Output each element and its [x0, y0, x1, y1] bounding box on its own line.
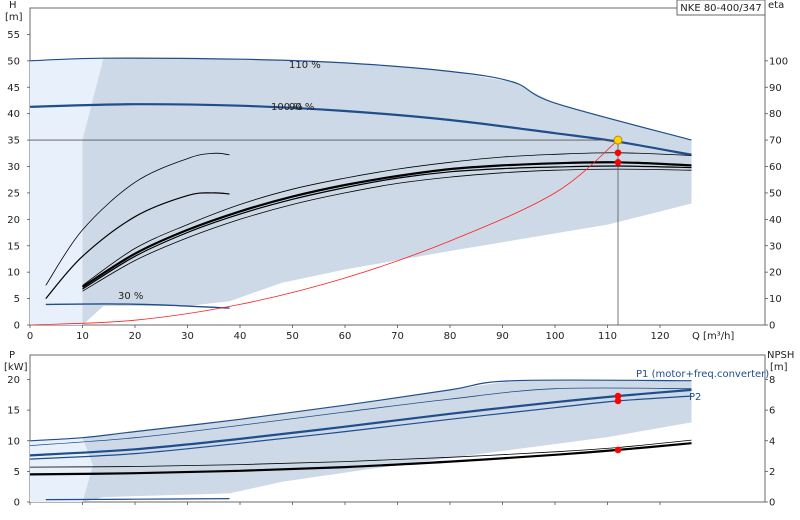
- head-series-line: [45, 303, 230, 309]
- label-p1: P1 (motor+freq.converter): [636, 369, 769, 380]
- x-tick-label: 90: [496, 331, 509, 342]
- head-xlabel: Q [m³/h]: [692, 331, 734, 342]
- eta-y-tick-label: 60: [769, 162, 782, 173]
- head-series-line: [82, 165, 692, 290]
- label-30-percent: 30 %: [118, 291, 143, 302]
- head-ylabel-right: eta: [768, 0, 784, 11]
- head-ylabel-line1: H: [9, 0, 17, 11]
- eta-y-tick-label: 20: [769, 268, 782, 279]
- head-series-line: [29, 57, 692, 141]
- power-y-tick-label: 10: [7, 436, 20, 447]
- power-operating-point: [614, 446, 622, 454]
- label-100-percent: 100 %: [271, 102, 303, 113]
- power-series-line: [29, 439, 692, 468]
- npsh-y-tick-label: 2: [769, 467, 775, 478]
- power-operating-point: [614, 392, 622, 400]
- power-ylabel-line2: [kW]: [4, 362, 28, 373]
- x-tick-label: 10: [76, 331, 89, 342]
- head-envelope-area: [30, 58, 692, 325]
- head-y-tick-label: 50: [7, 56, 20, 67]
- power-light-region: [30, 437, 93, 502]
- power-series-line: [45, 498, 230, 501]
- eta-y-tick-label: 50: [769, 188, 782, 199]
- npsh-y-tick-label: 0: [769, 498, 775, 509]
- head-operating-point: [614, 158, 622, 166]
- head-light-region: [30, 58, 104, 325]
- power-chart: 0 5 10 15 20 0 2 4 6 8: [7, 375, 775, 509]
- head-series-line: [45, 152, 230, 286]
- x-tick-label: 110: [598, 331, 617, 342]
- x-tick-label: 20: [129, 331, 142, 342]
- power-series-line: [29, 387, 692, 446]
- power-y-tick-label: 20: [7, 375, 20, 386]
- x-tick-label: 40: [234, 331, 247, 342]
- npsh-y-tick-label: 8: [769, 375, 775, 386]
- x-tick-label: 50: [286, 331, 299, 342]
- head-y-tick-label: 25: [7, 188, 20, 199]
- x-tick-label: 0: [27, 331, 33, 342]
- head-y-tick-label: 30: [7, 162, 20, 173]
- power-series-line: [29, 442, 692, 476]
- eta-y-tick-label: 90: [769, 83, 782, 94]
- eta-y-tick-label: 40: [769, 215, 782, 226]
- chart-title: NKE 80-400/347: [680, 3, 761, 14]
- power-operating-point: [614, 397, 622, 405]
- x-tick-label: 30: [181, 331, 194, 342]
- head-series-line: [617, 141, 692, 155]
- head-y-tick-label: 10: [7, 268, 20, 279]
- eta-y-tick-label: 80: [769, 109, 782, 120]
- head-series-line: [82, 168, 692, 292]
- x-tick-label: 100: [545, 331, 564, 342]
- head-y-tick-label: 5: [14, 294, 20, 305]
- x-tick-label: 70: [391, 331, 404, 342]
- label-90-percent: 90 %: [289, 102, 314, 113]
- power-series-line: [29, 388, 692, 457]
- head-y-tick-label: 0: [14, 321, 20, 332]
- title-box: [676, 0, 766, 16]
- head-y-tick-label: 20: [7, 215, 20, 226]
- eta-y-tick-label: 0: [769, 321, 775, 332]
- npsh-y-tick-label: 4: [769, 436, 775, 447]
- head-series-line: [29, 139, 619, 326]
- head-series-line: [45, 192, 230, 299]
- power-series-line: [29, 395, 692, 460]
- x-tick-label: 120: [650, 331, 669, 342]
- power-y-tick-label: 0: [14, 498, 20, 509]
- head-operating-point: [613, 135, 623, 145]
- head-y-tick-label: 35: [7, 136, 20, 147]
- power-y-tick-label: 5: [14, 467, 20, 478]
- head-y-tick-label: 45: [7, 83, 20, 94]
- eta-y-tick-label: 70: [769, 136, 782, 147]
- head-chart: 0 10 20 30 40 50 60 70 80 90 100 110 120051015202530…: [7, 30, 788, 342]
- label-110-percent: 110 %: [289, 60, 321, 71]
- x-tick-label: 80: [444, 331, 457, 342]
- head-operating-point: [614, 149, 622, 157]
- head-y-tick-label: 55: [7, 30, 20, 41]
- head-y-tick-label: 15: [7, 241, 20, 252]
- power-y-tick-label: 15: [7, 406, 20, 417]
- power-ylabel-right-line2: [m]: [770, 362, 788, 373]
- npsh-y-tick-label: 6: [769, 406, 775, 417]
- head-series-line: [82, 152, 692, 286]
- head-series-line: [81, 161, 692, 288]
- head-y-tick-label: 40: [7, 109, 20, 120]
- eta-y-tick-label: 100: [769, 56, 788, 67]
- label-p2: P2: [689, 392, 701, 403]
- eta-y-tick-label: 30: [769, 241, 782, 252]
- head-ylabel-line2: [m]: [5, 12, 23, 23]
- power-ylabel-line1: P: [9, 350, 15, 361]
- x-tick-label: 60: [339, 331, 352, 342]
- head-series-line: [29, 103, 692, 156]
- eta-y-tick-label: 10: [769, 294, 782, 305]
- power-ylabel-right-line1: NPSH: [767, 350, 794, 361]
- power-series-line: [29, 379, 692, 442]
